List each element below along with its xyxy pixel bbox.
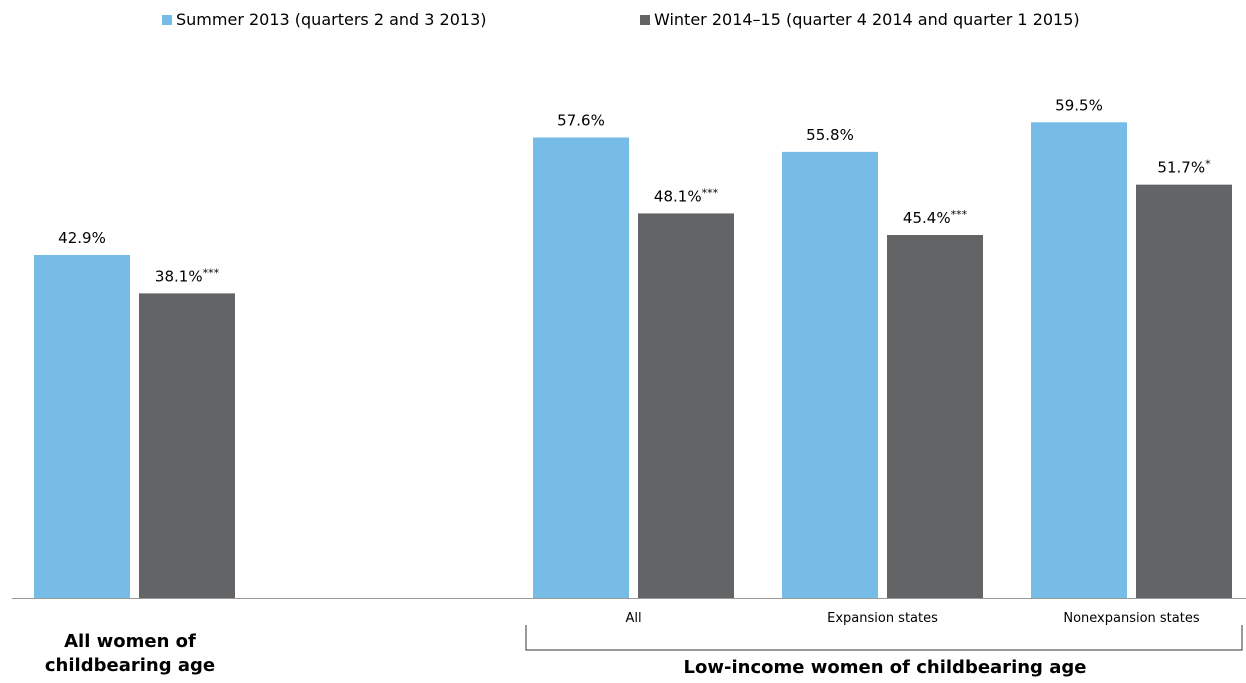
data-label-winter-3: 51.7%* xyxy=(1157,158,1211,177)
data-label-summer-2: 55.8% xyxy=(806,126,854,144)
bar-winter-0 xyxy=(139,293,235,598)
significance-marker: * xyxy=(1205,158,1211,171)
bar-summer-0 xyxy=(34,255,130,598)
significance-marker: *** xyxy=(951,208,968,221)
category-tick-label: All xyxy=(625,611,641,626)
significance-marker: *** xyxy=(702,186,719,199)
legend-label-summer: Summer 2013 (quarters 2 and 3 2013) xyxy=(176,10,487,29)
legend-item-winter: Winter 2014–15 (quarter 4 2014 and quart… xyxy=(640,10,1080,29)
legend-item-summer: Summer 2013 (quarters 2 and 3 2013) xyxy=(162,10,487,29)
category-tick-label: Nonexpansion states xyxy=(1063,611,1199,626)
category-tick-label: Expansion states xyxy=(827,611,938,626)
legend-swatch-summer xyxy=(162,14,172,25)
bar-winter-3 xyxy=(1136,184,1232,598)
data-label-summer-0: 42.9% xyxy=(58,229,106,247)
significance-marker: *** xyxy=(203,266,220,279)
data-label-winter-0: 38.1%*** xyxy=(155,266,220,285)
group-label-line: All women of xyxy=(64,631,196,652)
legend-swatch-winter xyxy=(640,14,650,25)
bar-winter-2 xyxy=(887,235,983,598)
legend-label-winter: Winter 2014–15 (quarter 4 2014 and quart… xyxy=(654,10,1080,29)
bar-summer-2 xyxy=(782,151,878,598)
data-label-winter-1: 48.1%*** xyxy=(654,186,719,205)
group-label-line: Low-income women of childbearing age xyxy=(683,657,1087,678)
group-label-line: childbearing age xyxy=(44,655,216,676)
bar-winter-1 xyxy=(638,213,734,598)
group-label-all-women: All women of childbearing age xyxy=(20,630,240,678)
group-bracket xyxy=(525,625,1243,651)
group-label-low-income: Low-income women of childbearing age xyxy=(526,656,1244,680)
legend: Summer 2013 (quarters 2 and 3 2013) Wint… xyxy=(0,10,1246,38)
bar-summer-3 xyxy=(1031,122,1127,598)
data-label-summer-1: 57.6% xyxy=(557,111,605,129)
bar-summer-1 xyxy=(533,137,629,598)
data-label-summer-3: 59.5% xyxy=(1055,96,1103,114)
data-label-winter-2: 45.4%*** xyxy=(903,208,968,227)
